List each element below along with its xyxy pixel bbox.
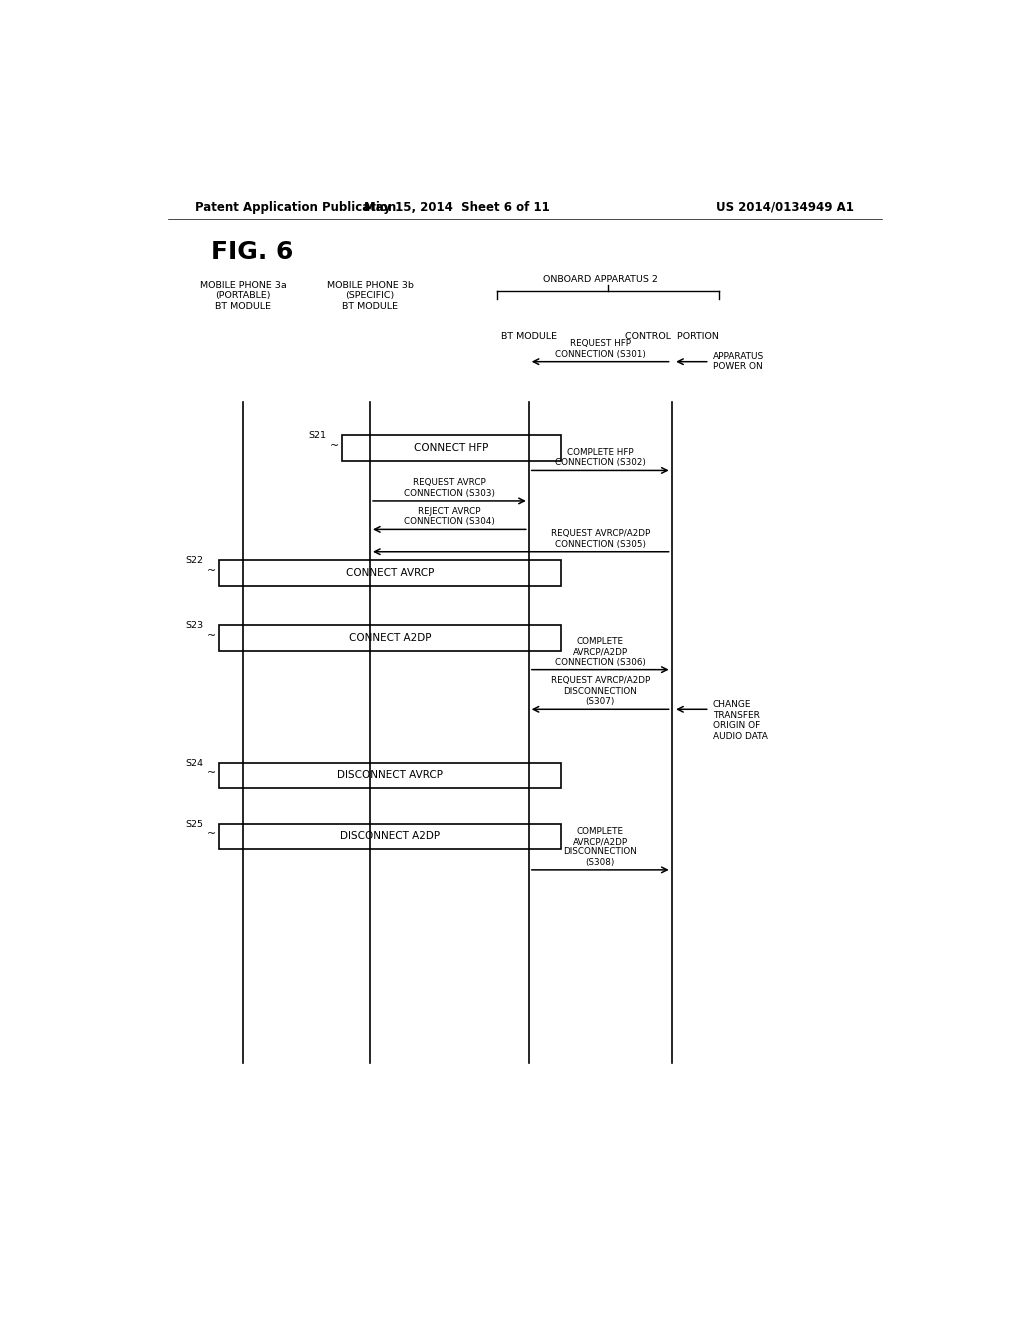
Text: CHANGE
TRANSFER
ORIGIN OF
AUDIO DATA: CHANGE TRANSFER ORIGIN OF AUDIO DATA: [713, 701, 768, 741]
Text: S25: S25: [185, 820, 204, 829]
Text: ~: ~: [207, 829, 217, 840]
Bar: [219, 824, 560, 849]
Text: CONNECT AVRCP: CONNECT AVRCP: [346, 568, 434, 578]
Text: REQUEST AVRCP/A2DP
DISCONNECTION
(S307): REQUEST AVRCP/A2DP DISCONNECTION (S307): [551, 676, 650, 706]
Text: May 15, 2014  Sheet 6 of 11: May 15, 2014 Sheet 6 of 11: [365, 201, 550, 214]
Text: COMPLETE
AVRCP/A2DP
DISCONNECTION
(S308): COMPLETE AVRCP/A2DP DISCONNECTION (S308): [563, 826, 637, 867]
Text: ~: ~: [207, 566, 217, 576]
Bar: [342, 436, 560, 461]
Text: ~: ~: [207, 768, 217, 779]
Text: MOBILE PHONE 3a
(PORTABLE)
BT MODULE: MOBILE PHONE 3a (PORTABLE) BT MODULE: [200, 281, 287, 312]
Text: REQUEST HFP
CONNECTION (S301): REQUEST HFP CONNECTION (S301): [555, 339, 645, 359]
Text: COMPLETE
AVRCP/A2DP
CONNECTION (S306): COMPLETE AVRCP/A2DP CONNECTION (S306): [555, 636, 645, 667]
Text: FIG. 6: FIG. 6: [211, 240, 294, 264]
Text: REQUEST AVRCP
CONNECTION (S303): REQUEST AVRCP CONNECTION (S303): [403, 478, 495, 498]
Text: CONTROL  PORTION: CONTROL PORTION: [625, 333, 719, 342]
Text: BT MODULE: BT MODULE: [501, 333, 557, 342]
Text: ~: ~: [207, 631, 217, 642]
Text: DISCONNECT AVRCP: DISCONNECT AVRCP: [337, 771, 443, 780]
Text: CONNECT A2DP: CONNECT A2DP: [348, 634, 431, 643]
Text: CONNECT HFP: CONNECT HFP: [414, 444, 488, 453]
Text: ONBOARD APPARATUS 2: ONBOARD APPARATUS 2: [543, 276, 657, 284]
Bar: [219, 561, 560, 586]
Text: S23: S23: [185, 622, 204, 631]
Text: REJECT AVRCP
CONNECTION (S304): REJECT AVRCP CONNECTION (S304): [404, 507, 495, 527]
Text: Patent Application Publication: Patent Application Publication: [196, 201, 396, 214]
Text: COMPLETE HFP
CONNECTION (S302): COMPLETE HFP CONNECTION (S302): [555, 447, 645, 467]
Text: S21: S21: [308, 432, 327, 441]
Bar: [219, 763, 560, 788]
Text: MOBILE PHONE 3b
(SPECIFIC)
BT MODULE: MOBILE PHONE 3b (SPECIFIC) BT MODULE: [327, 281, 414, 312]
Text: S22: S22: [185, 557, 204, 565]
Text: DISCONNECT A2DP: DISCONNECT A2DP: [340, 832, 440, 841]
Bar: [219, 626, 560, 651]
Text: S24: S24: [185, 759, 204, 768]
Text: REQUEST AVRCP/A2DP
CONNECTION (S305): REQUEST AVRCP/A2DP CONNECTION (S305): [551, 529, 650, 549]
Text: ~: ~: [331, 441, 340, 451]
Text: APPARATUS
POWER ON: APPARATUS POWER ON: [713, 352, 764, 371]
Text: US 2014/0134949 A1: US 2014/0134949 A1: [716, 201, 854, 214]
